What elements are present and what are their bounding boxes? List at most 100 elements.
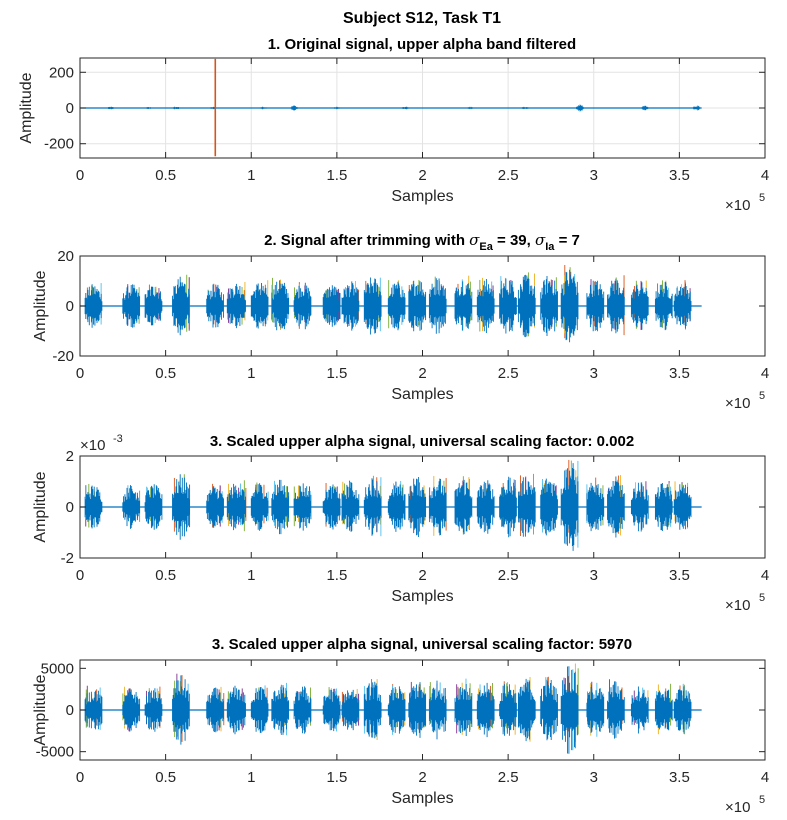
y-axis-label: Amplitude [32, 674, 49, 745]
burst-trace [499, 684, 517, 736]
y-tick-label: -2 [61, 550, 74, 567]
burst-trace [206, 687, 224, 733]
panel-2-title-sigma-1: σ [469, 231, 480, 249]
signal-burst [476, 277, 495, 333]
y-tick-label: 5000 [41, 660, 74, 677]
x-axis-label: Samples [391, 790, 453, 807]
burst-trace [401, 106, 410, 110]
burst-trace [226, 283, 246, 329]
panel-1-plot: 0 0.5 1 1.5 2 2.5 3 3.5 4-2000200SamplesAmplitud… [18, 57, 769, 214]
burst-trace [271, 479, 290, 535]
signal-burst [363, 679, 382, 740]
burst-trace [673, 686, 692, 734]
signal-burst [454, 476, 473, 535]
signal-burst [363, 277, 382, 335]
panel-2-plot: 0 0.5 1 1.5 2 2.5 3 3.5 4-20020SamplesAmplitude×… [32, 248, 769, 412]
panel-1: 1. Original signal, upper alpha band fil… [18, 36, 769, 214]
x-tick-label: 2.5 [498, 769, 519, 786]
burst-trace [226, 483, 246, 531]
signal-burst [466, 106, 476, 110]
y-tick-label: 0 [66, 499, 74, 516]
signal-burst [293, 282, 312, 330]
signal-burst [226, 281, 246, 329]
y-tick-label: -200 [44, 136, 74, 153]
signal-burst [250, 685, 269, 733]
signal-burst [654, 280, 673, 331]
x-exponent-superscript: 5 [759, 192, 765, 204]
signal-burst [172, 274, 190, 336]
signal-burst [560, 459, 579, 551]
y-tick-label: 0 [66, 100, 74, 117]
burst-trace [322, 484, 341, 530]
y-exponent-label: ×10 [80, 437, 105, 454]
y-tick-label: -5000 [36, 744, 74, 761]
signal-burst [521, 106, 530, 110]
burst-trace [332, 106, 342, 110]
burst-trace [654, 689, 673, 731]
signal-burst [408, 477, 427, 537]
burst-trace [517, 274, 536, 338]
signal-burst [293, 686, 312, 734]
burst-trace [499, 278, 517, 334]
y-axis-label: Amplitude [32, 471, 49, 542]
burst-trace [499, 476, 517, 538]
burst-trace [122, 688, 141, 732]
x-tick-label: 4 [761, 567, 769, 584]
signal-burst [476, 682, 495, 738]
panel-2: 2. Signal after trimming with σEa = 39, … [32, 231, 769, 412]
signal-burst [322, 482, 341, 530]
x-exponent-superscript: 5 [759, 794, 765, 806]
signal-burst [540, 478, 558, 536]
signal-burst [226, 685, 246, 735]
signal-burst [673, 683, 692, 735]
burst-trace [341, 482, 360, 532]
burst-trace [476, 279, 495, 333]
burst-trace [322, 285, 341, 327]
burst-trace [363, 277, 382, 335]
burst-trace [293, 483, 312, 531]
signal-burst [122, 485, 141, 529]
y-axis-label: Amplitude [32, 270, 49, 341]
x-tick-label: 4 [761, 769, 769, 786]
x-tick-label: 0 [76, 167, 84, 184]
panel-3: 3. Scaled upper alpha signal, universal … [32, 433, 769, 614]
signal-burst [499, 681, 517, 736]
burst-trace [144, 107, 153, 109]
panel-2-title-mid: = 39, [493, 232, 535, 249]
x-tick-label: 0 [76, 769, 84, 786]
signal-burst [408, 279, 427, 332]
x-tick-label: 0.5 [155, 567, 176, 584]
x-tick-label: 1.5 [326, 769, 347, 786]
burst-trace [540, 679, 558, 741]
burst-trace [259, 106, 268, 110]
signal-burst [144, 686, 163, 732]
burst-trace [560, 463, 579, 551]
signal-burst [259, 106, 268, 110]
signal-burst [171, 106, 181, 110]
panel-1-title: 1. Original signal, upper alpha band fil… [268, 36, 576, 53]
signal-burst [560, 264, 579, 343]
x-exponent-superscript: 5 [759, 390, 765, 402]
x-tick-label: 3 [590, 365, 598, 382]
signal-burst [607, 679, 625, 739]
burst-trace [586, 687, 605, 733]
x-tick-label: 1 [247, 567, 255, 584]
burst-trace [172, 276, 190, 336]
y-tick-label: -20 [52, 348, 74, 365]
x-tick-label: 3.5 [669, 365, 690, 382]
x-tick-label: 0.5 [155, 365, 176, 382]
burst-trace [517, 678, 536, 742]
x-tick-label: 3.5 [669, 567, 690, 584]
signal-burst [499, 276, 517, 334]
burst-trace [466, 106, 476, 110]
burst-trace [106, 106, 116, 110]
burst-trace [540, 276, 558, 336]
x-axis-label: Samples [391, 588, 453, 605]
y-tick-label: 20 [57, 248, 74, 265]
x-tick-label: 2.5 [498, 365, 519, 382]
x-axis-label: Samples [391, 188, 453, 205]
burst-trace [387, 281, 406, 331]
signal-burst [226, 480, 247, 532]
signal-burst [322, 687, 341, 732]
